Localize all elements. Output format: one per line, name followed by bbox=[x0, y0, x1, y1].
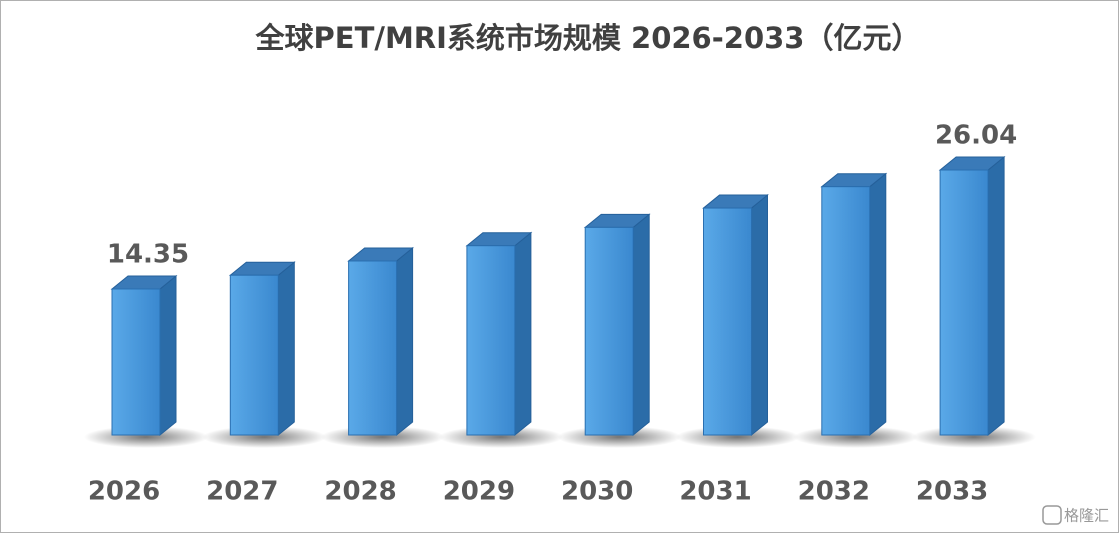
bar-side bbox=[514, 231, 532, 437]
bar bbox=[584, 226, 634, 436]
x-tick-label: 2028 bbox=[324, 477, 396, 507]
bar-side bbox=[396, 246, 414, 437]
bar-side bbox=[159, 274, 177, 437]
bar bbox=[111, 288, 161, 436]
bar-side bbox=[869, 172, 887, 437]
bar bbox=[821, 186, 871, 436]
x-tick-label: 2026 bbox=[88, 477, 160, 507]
value-label: 14.35 bbox=[107, 239, 189, 269]
watermark: 格隆汇 bbox=[1042, 505, 1109, 525]
x-tick-label: 2029 bbox=[443, 477, 515, 507]
bar-side bbox=[987, 155, 1005, 437]
x-tick-label: 2033 bbox=[916, 477, 988, 507]
bar bbox=[229, 274, 279, 436]
bar-side bbox=[751, 194, 768, 437]
x-tick-label: 2032 bbox=[798, 477, 870, 507]
chart-title: 全球PET/MRI系统市场规模 2026-2033（亿元） bbox=[255, 21, 921, 55]
watermark-icon bbox=[1042, 505, 1062, 525]
bar bbox=[466, 245, 516, 436]
watermark-text: 格隆汇 bbox=[1064, 507, 1109, 525]
bar bbox=[703, 207, 752, 436]
value-label: 26.04 bbox=[935, 121, 1017, 151]
bar bbox=[348, 260, 398, 436]
x-tick-label: 2027 bbox=[206, 477, 278, 507]
x-tick-label: 2031 bbox=[679, 477, 751, 507]
bar bbox=[939, 169, 989, 436]
bar-side bbox=[277, 261, 295, 437]
bar-side bbox=[632, 213, 650, 437]
x-tick-label: 2030 bbox=[561, 477, 633, 507]
